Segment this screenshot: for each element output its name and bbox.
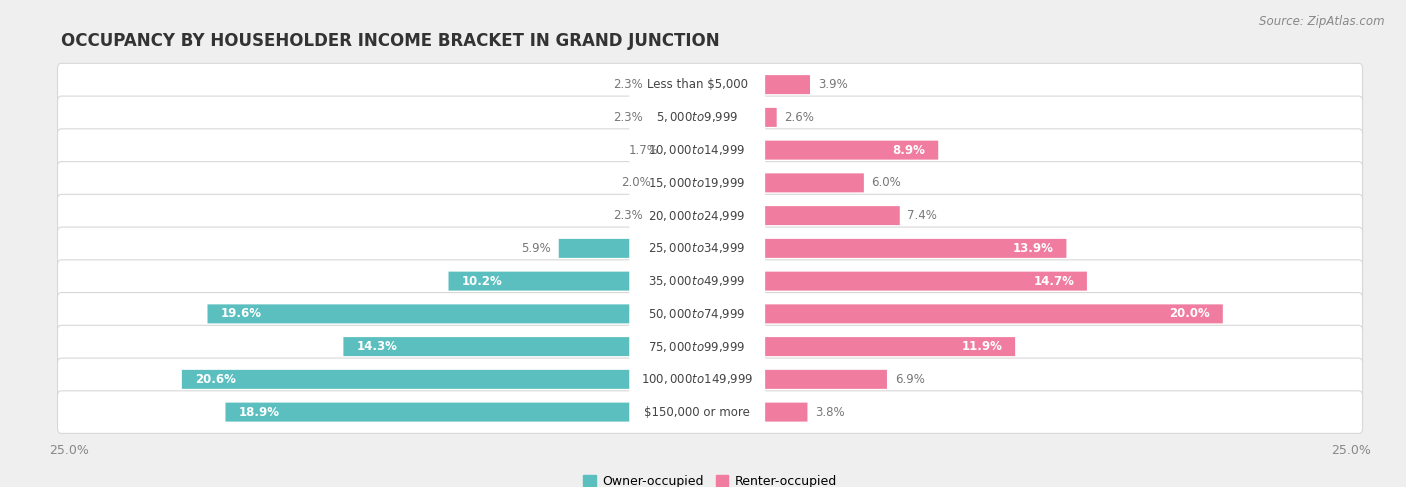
FancyBboxPatch shape xyxy=(225,403,763,422)
Text: 7.4%: 7.4% xyxy=(907,209,938,222)
FancyBboxPatch shape xyxy=(58,162,1362,204)
FancyBboxPatch shape xyxy=(58,129,1362,171)
Text: OCCUPANCY BY HOUSEHOLDER INCOME BRACKET IN GRAND JUNCTION: OCCUPANCY BY HOUSEHOLDER INCOME BRACKET … xyxy=(62,32,720,50)
FancyBboxPatch shape xyxy=(58,63,1362,106)
Text: Source: ZipAtlas.com: Source: ZipAtlas.com xyxy=(1260,15,1385,28)
FancyBboxPatch shape xyxy=(659,173,763,192)
Text: 2.0%: 2.0% xyxy=(621,176,651,189)
FancyBboxPatch shape xyxy=(666,141,763,160)
FancyBboxPatch shape xyxy=(630,167,765,199)
FancyBboxPatch shape xyxy=(630,141,938,160)
FancyBboxPatch shape xyxy=(630,403,807,422)
FancyBboxPatch shape xyxy=(651,206,763,225)
FancyBboxPatch shape xyxy=(630,363,765,396)
Text: 6.9%: 6.9% xyxy=(894,373,925,386)
FancyBboxPatch shape xyxy=(630,68,765,101)
Text: 20.0%: 20.0% xyxy=(1170,307,1211,320)
Text: 8.9%: 8.9% xyxy=(893,144,925,157)
Text: 14.3%: 14.3% xyxy=(356,340,396,353)
FancyBboxPatch shape xyxy=(630,265,765,298)
FancyBboxPatch shape xyxy=(58,260,1362,302)
Text: 13.9%: 13.9% xyxy=(1012,242,1053,255)
FancyBboxPatch shape xyxy=(630,304,1223,323)
FancyBboxPatch shape xyxy=(630,272,1087,291)
Text: 20.6%: 20.6% xyxy=(194,373,236,386)
FancyBboxPatch shape xyxy=(630,298,765,330)
FancyBboxPatch shape xyxy=(630,134,765,167)
FancyBboxPatch shape xyxy=(58,227,1362,270)
Text: $25,000 to $34,999: $25,000 to $34,999 xyxy=(648,242,747,255)
FancyBboxPatch shape xyxy=(630,173,863,192)
Text: 10.2%: 10.2% xyxy=(461,275,502,288)
Text: $50,000 to $74,999: $50,000 to $74,999 xyxy=(648,307,747,321)
FancyBboxPatch shape xyxy=(630,75,810,94)
FancyBboxPatch shape xyxy=(343,337,763,356)
Text: 18.9%: 18.9% xyxy=(238,406,280,419)
FancyBboxPatch shape xyxy=(58,325,1362,368)
Text: $100,000 to $149,999: $100,000 to $149,999 xyxy=(641,373,754,386)
Text: 2.3%: 2.3% xyxy=(613,78,644,91)
FancyBboxPatch shape xyxy=(58,293,1362,335)
Text: 1.7%: 1.7% xyxy=(628,144,659,157)
FancyBboxPatch shape xyxy=(630,239,1066,258)
FancyBboxPatch shape xyxy=(630,370,887,389)
Text: 19.6%: 19.6% xyxy=(221,307,262,320)
FancyBboxPatch shape xyxy=(58,358,1362,401)
Text: 6.0%: 6.0% xyxy=(872,176,901,189)
FancyBboxPatch shape xyxy=(630,206,900,225)
FancyBboxPatch shape xyxy=(58,96,1362,139)
Text: 14.7%: 14.7% xyxy=(1033,275,1074,288)
Text: 3.9%: 3.9% xyxy=(818,78,848,91)
FancyBboxPatch shape xyxy=(630,330,765,363)
FancyBboxPatch shape xyxy=(58,194,1362,237)
Text: 3.8%: 3.8% xyxy=(815,406,845,419)
Text: $15,000 to $19,999: $15,000 to $19,999 xyxy=(648,176,747,190)
Legend: Owner-occupied, Renter-occupied: Owner-occupied, Renter-occupied xyxy=(578,470,842,487)
FancyBboxPatch shape xyxy=(630,101,765,134)
Text: Less than $5,000: Less than $5,000 xyxy=(647,78,748,91)
FancyBboxPatch shape xyxy=(181,370,763,389)
FancyBboxPatch shape xyxy=(651,108,763,127)
FancyBboxPatch shape xyxy=(449,272,763,291)
FancyBboxPatch shape xyxy=(651,75,763,94)
FancyBboxPatch shape xyxy=(630,337,1015,356)
Text: $5,000 to $9,999: $5,000 to $9,999 xyxy=(657,111,738,124)
FancyBboxPatch shape xyxy=(630,108,776,127)
Text: 2.6%: 2.6% xyxy=(785,111,814,124)
Text: $20,000 to $24,999: $20,000 to $24,999 xyxy=(648,208,747,223)
FancyBboxPatch shape xyxy=(630,396,765,429)
Text: 2.3%: 2.3% xyxy=(613,209,644,222)
Text: $35,000 to $49,999: $35,000 to $49,999 xyxy=(648,274,747,288)
Text: $10,000 to $14,999: $10,000 to $14,999 xyxy=(648,143,747,157)
FancyBboxPatch shape xyxy=(208,304,763,323)
Text: $75,000 to $99,999: $75,000 to $99,999 xyxy=(648,339,747,354)
Text: 5.9%: 5.9% xyxy=(522,242,551,255)
Text: 2.3%: 2.3% xyxy=(613,111,644,124)
Text: 11.9%: 11.9% xyxy=(962,340,1002,353)
FancyBboxPatch shape xyxy=(630,199,765,232)
FancyBboxPatch shape xyxy=(58,391,1362,433)
FancyBboxPatch shape xyxy=(630,232,765,265)
Text: $150,000 or more: $150,000 or more xyxy=(644,406,751,419)
FancyBboxPatch shape xyxy=(558,239,763,258)
